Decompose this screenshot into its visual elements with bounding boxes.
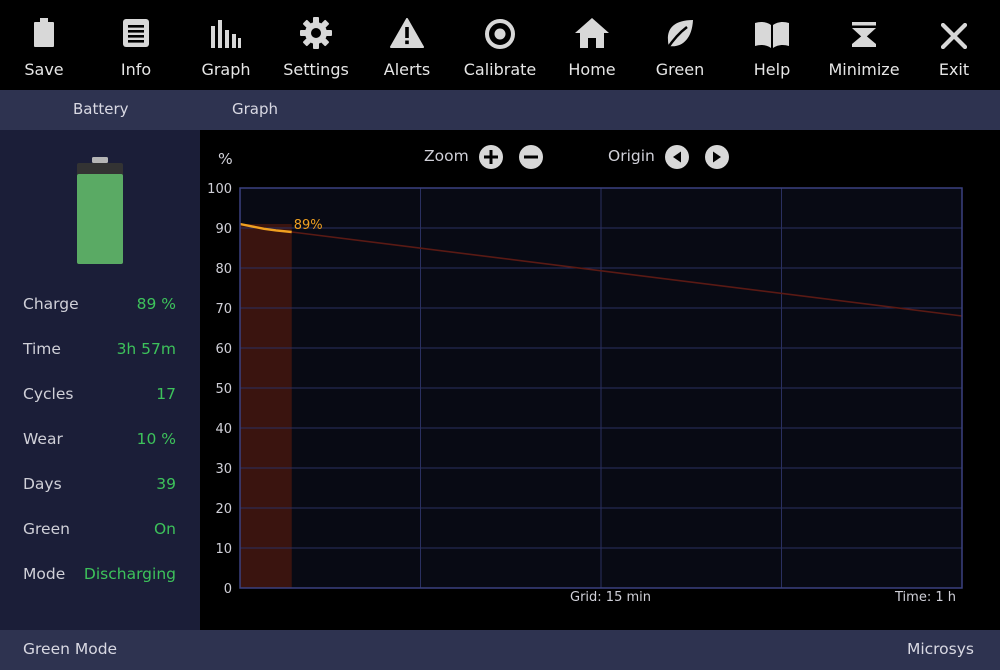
stat-value: On bbox=[153, 520, 176, 538]
stat-label: Green bbox=[23, 520, 70, 538]
battery-fill bbox=[77, 174, 123, 264]
plus-icon bbox=[484, 150, 498, 164]
y-tick-label: 0 bbox=[224, 582, 232, 597]
exit-button[interactable]: Exit bbox=[909, 0, 999, 90]
y-tick-label: 60 bbox=[215, 342, 232, 357]
help-button[interactable]: Help bbox=[727, 0, 817, 90]
status-right: Microsys bbox=[906, 640, 974, 658]
stat-value: 3h 57m bbox=[116, 340, 176, 358]
minimize-icon bbox=[852, 22, 876, 47]
battery-level-indicator bbox=[77, 157, 123, 264]
triangle-right-icon bbox=[713, 151, 721, 163]
elapsed-region bbox=[240, 224, 292, 588]
origin-label: Origin bbox=[608, 147, 655, 165]
minimize-button[interactable]: Minimize bbox=[819, 0, 909, 90]
zoom-out-button[interactable] bbox=[519, 145, 543, 169]
stat-charge: Charge 89 % bbox=[23, 295, 176, 317]
stat-label: Mode bbox=[23, 565, 66, 583]
projection-line bbox=[291, 231, 963, 317]
stat-value: 10 % bbox=[136, 430, 176, 448]
document-icon bbox=[123, 19, 149, 47]
y-tick-label: 10 bbox=[215, 542, 232, 557]
zoom-label: Zoom bbox=[424, 147, 469, 165]
save-button[interactable]: Save bbox=[0, 0, 89, 90]
settings-label: Settings bbox=[283, 60, 349, 79]
book-icon bbox=[755, 21, 789, 48]
y-tick-label: 30 bbox=[215, 462, 232, 477]
stat-label: Time bbox=[23, 340, 61, 358]
target-icon bbox=[485, 19, 515, 49]
y-tick-label: 80 bbox=[215, 262, 232, 277]
battery-icon bbox=[34, 18, 54, 47]
current-charge-label: 89% bbox=[294, 218, 323, 233]
y-tick-label: 70 bbox=[215, 302, 232, 317]
calibrate-label: Calibrate bbox=[463, 60, 537, 79]
graph-label: Graph bbox=[201, 60, 251, 79]
stat-label: Wear bbox=[23, 430, 63, 448]
status-left: Green Mode bbox=[23, 640, 118, 658]
home-button[interactable]: Home bbox=[547, 0, 637, 90]
stat-wear: Wear 10 % bbox=[23, 430, 176, 452]
minimize-label: Minimize bbox=[828, 60, 900, 79]
y-tick-label: 40 bbox=[215, 422, 232, 437]
info-button[interactable]: Info bbox=[91, 0, 181, 90]
stat-mode: Mode Discharging bbox=[23, 565, 176, 587]
alerts-button[interactable]: Alerts bbox=[362, 0, 452, 90]
stat-value: 39 bbox=[156, 475, 176, 493]
green-label: Green bbox=[655, 60, 705, 79]
stat-time: Time 3h 57m bbox=[23, 340, 176, 362]
minus-icon bbox=[524, 155, 538, 159]
stat-days: Days 39 bbox=[23, 475, 176, 497]
tab-battery[interactable]: Battery bbox=[73, 100, 129, 118]
y-tick-label: 100 bbox=[207, 182, 232, 197]
calibrate-button[interactable]: Calibrate bbox=[455, 0, 545, 90]
help-label: Help bbox=[753, 60, 791, 79]
stat-label: Days bbox=[23, 475, 62, 493]
stat-label: Charge bbox=[23, 295, 79, 313]
leaf-icon bbox=[665, 20, 693, 50]
exit-label: Exit bbox=[938, 60, 970, 79]
stat-label: Cycles bbox=[23, 385, 74, 403]
toolbar: Save Info Graph Settings Alerts bbox=[0, 0, 1000, 90]
info-label: Info bbox=[120, 60, 152, 79]
triangle-left-icon bbox=[673, 151, 681, 163]
grid-interval-label: Grid: 15 min bbox=[570, 590, 651, 605]
stat-green: Green On bbox=[23, 520, 176, 542]
tab-bar: Battery Graph bbox=[0, 90, 1000, 130]
y-tick-label: 20 bbox=[215, 502, 232, 517]
y-tick-label: 90 bbox=[215, 222, 232, 237]
stat-value: 89 % bbox=[136, 295, 176, 313]
graph-button[interactable]: Graph bbox=[181, 0, 271, 90]
bar-graph-icon bbox=[211, 20, 241, 48]
green-button[interactable]: Green bbox=[635, 0, 725, 90]
stat-cycles: Cycles 17 bbox=[23, 385, 176, 407]
stat-value: 17 bbox=[156, 385, 176, 403]
settings-button[interactable]: Settings bbox=[271, 0, 361, 90]
charge-series-line bbox=[239, 222, 292, 234]
zoom-in-button[interactable] bbox=[479, 145, 503, 169]
alerts-label: Alerts bbox=[383, 60, 431, 79]
close-icon bbox=[941, 23, 967, 49]
stat-value: Discharging bbox=[83, 565, 176, 583]
plot-frame bbox=[239, 187, 963, 589]
tab-graph[interactable]: Graph bbox=[232, 100, 279, 118]
origin-forward-button[interactable] bbox=[705, 145, 729, 169]
home-icon bbox=[575, 18, 609, 48]
origin-back-button[interactable] bbox=[665, 145, 689, 169]
time-span-label: Time: 1 h bbox=[895, 590, 956, 605]
battery-chart: 0 10 20 30 40 50 60 70 80 90 100 89% bbox=[207, 182, 963, 597]
gear-icon bbox=[300, 17, 332, 49]
warning-icon bbox=[390, 18, 424, 48]
save-label: Save bbox=[24, 60, 64, 79]
y-tick-label: 50 bbox=[215, 382, 232, 397]
home-label: Home bbox=[568, 60, 616, 79]
status-bar: Green Mode Microsys bbox=[0, 630, 1000, 670]
y-unit-label: % bbox=[218, 150, 233, 168]
